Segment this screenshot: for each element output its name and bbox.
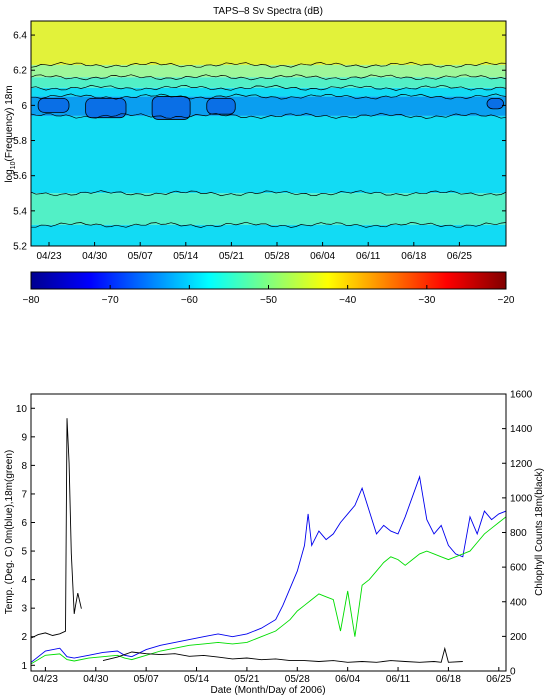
timeseries-right-y-tick-label: 400: [510, 597, 527, 608]
spectra-band: [31, 77, 506, 88]
colorbar-tick-label: −70: [102, 295, 119, 306]
spectra-band: [31, 87, 506, 97]
timeseries-line: [31, 516, 506, 665]
timeseries-right-y-axis-label: Chlophyll Counts 18m(black): [534, 468, 545, 596]
spectra-y-tick-label: 5.8: [13, 136, 27, 147]
timeseries-left-y-tick-label: 1: [21, 661, 27, 672]
spectra-title: TAPS–8 Sv Spectra (dB): [213, 6, 323, 17]
spectra-x-tick-label: 05/21: [219, 251, 244, 262]
spectra-dark-patch: [206, 97, 236, 115]
spectra-y-tick-label: 5.6: [13, 171, 27, 182]
spectra-band: [31, 224, 506, 246]
spectra-dark-patch: [486, 97, 505, 110]
colorbar-tick-label: −40: [339, 295, 356, 306]
timeseries-left-y-tick-label: 9: [21, 432, 27, 443]
spectra-y-tick-label: 6.4: [13, 31, 27, 42]
spectra-dark-patch: [151, 96, 191, 120]
spectra-y-tick-label: 6.2: [13, 66, 27, 77]
spectra-x-tick-label: 05/28: [264, 251, 289, 262]
spectra-x-ticks: 04/23 04/30 05/07 05/14 05/21 05/28 06/04 06/11…: [36, 242, 472, 262]
timeseries-right-y-tick-label: 600: [510, 563, 527, 574]
timeseries-x-tick-label: 05/07: [134, 674, 159, 685]
timeseries-left-y-tick-label: 2: [21, 632, 27, 643]
spectra-x-tick-label: 06/11: [356, 251, 381, 262]
colorbar-ticks: −80 −70 −60 −50 −40 −30 −20: [23, 285, 515, 306]
spectra-y-tick-label: 5.2: [13, 242, 27, 253]
spectra-contour-line: [31, 190, 506, 197]
timeseries-left-y-tick-label: 6: [21, 518, 27, 529]
timeseries-plot-area: [31, 418, 506, 665]
spectra-band: [31, 115, 506, 194]
timeseries-right-y-tick-label: 1400: [510, 424, 533, 435]
timeseries-x-tick-label: 06/18: [436, 674, 461, 685]
spectra-dark-patch: [85, 97, 127, 119]
spectra-x-tick-label: 04/23: [36, 251, 61, 262]
timeseries-x-ticks: 04/23 04/30 05/07 05/14 05/21 05/28 06/04 06/11…: [33, 667, 512, 685]
timeseries-right-y-tick-label: 200: [510, 632, 527, 643]
spectra-y-tick-label: 5.4: [13, 206, 27, 217]
spectra-ylabel-suffix: (Frequency) 18m: [4, 85, 15, 161]
colorbar-tick-label: −80: [23, 295, 40, 306]
spectra-frame: [30, 20, 507, 247]
spectra-contour-line: [31, 221, 506, 228]
spectra-dark-patch: [37, 97, 70, 113]
spectra-contour-line: [31, 61, 506, 68]
spectra-contour-line: [31, 84, 506, 91]
spectra-band: [31, 21, 506, 65]
spectra-y-tick-label: 6: [21, 101, 27, 112]
spectra-chart: TAPS–8 Sv Spectra (dB) 5.2 5.4 5.6 5.8 6 6.2 6…: [4, 6, 507, 262]
spectra-x-tick-label: 06/18: [401, 251, 426, 262]
spectra-y-axis-label: log10(Frequency) 18m: [4, 85, 17, 182]
spectra-contour-line: [31, 74, 506, 81]
timeseries-x-tick-label: 06/04: [335, 674, 360, 685]
timeseries-right-y-tick-label: 0: [510, 667, 516, 678]
spectra-x-tick-label: 05/14: [173, 251, 198, 262]
spectra-ylabel-sub: 10: [10, 161, 17, 169]
timeseries-right-y-tick-label: 800: [510, 528, 527, 539]
timeseries-left-y-axis-label: Temp. (Deg. C) 0m(blue),18m(green): [4, 450, 15, 615]
timeseries-left-y-tick-label: 8: [21, 461, 27, 472]
spectra-x-tick-label: 05/07: [128, 251, 153, 262]
timeseries-x-tick-label: 06/25: [486, 674, 511, 685]
timeseries-x-tick-label: 04/30: [83, 674, 108, 685]
timeseries-line: [31, 418, 463, 663]
timeseries-left-y-ticks: 1 2 3 4 5 6 7 8 9 10: [16, 404, 35, 672]
spectra-contour-line: [31, 112, 506, 119]
colorbar-tick-label: −20: [498, 295, 515, 306]
timeseries-left-y-tick-label: 5: [21, 547, 27, 558]
spectra-band: [31, 96, 506, 116]
timeseries-x-tick-label: 05/14: [184, 674, 209, 685]
timeseries-x-tick-label: 04/23: [33, 674, 58, 685]
timeseries-right-y-tick-label: 1000: [510, 493, 533, 504]
colorbar-tick-label: −50: [260, 295, 277, 306]
timeseries-x-axis-label: Date (Month/Day of 2006): [210, 685, 325, 696]
timeseries-x-tick-label: 05/21: [234, 674, 259, 685]
timeseries-left-y-tick-label: 7: [21, 489, 27, 500]
spectra-band: [31, 64, 506, 78]
timeseries-right-y-ticks: 0 200 400 600 800 1000 1200 1400 1600: [502, 390, 533, 678]
timeseries-x-tick-label: 06/11: [386, 674, 411, 685]
spectra-x-tick-label: 06/04: [310, 251, 335, 262]
spectra-plot-area: [31, 21, 506, 246]
timeseries-line: [31, 475, 506, 663]
colorbar-tick-label: −60: [181, 295, 198, 306]
spectra-band: [31, 193, 506, 225]
spectra-x-tick-label: 06/25: [447, 251, 472, 262]
timeseries-right-y-tick-label: 1600: [510, 390, 533, 401]
spectra-contour-line: [31, 93, 506, 100]
timeseries-left-y-tick-label: 4: [21, 575, 27, 586]
timeseries-x-tick-label: 05/28: [285, 674, 310, 685]
timeseries-left-y-tick-label: 10: [16, 404, 28, 415]
timeseries-left-y-tick-label: 3: [21, 604, 27, 615]
colorbar-tick-label: −30: [418, 295, 435, 306]
spectra-x-tick-label: 04/30: [82, 251, 107, 262]
spectra-y-ticks: 5.2 5.4 5.6 5.8 6 6.2 6.4: [13, 31, 506, 253]
colorbar: −80 −70 −60 −50 −40 −30 −20: [23, 271, 515, 306]
timeseries-right-y-tick-label: 1200: [510, 459, 533, 470]
timeseries-chart: 1 2 3 4 5 6 7 8 9 10 0 200 400 600 800 1000 1200 1400 160…: [4, 390, 545, 697]
spectra-ylabel-prefix: log: [4, 169, 15, 182]
